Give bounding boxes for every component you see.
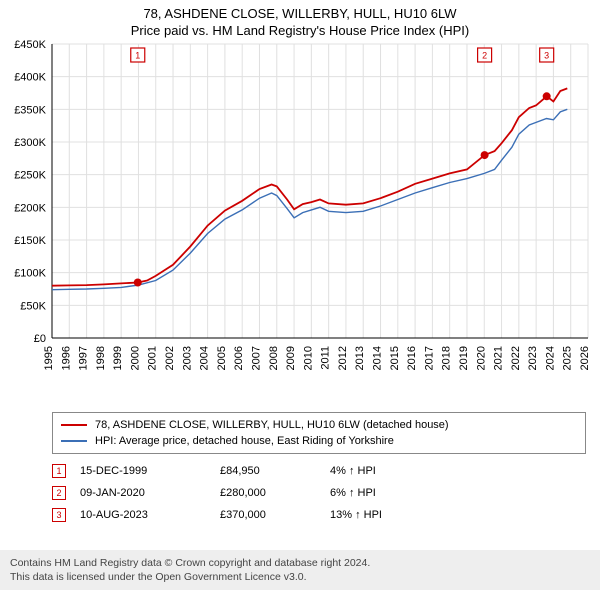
series-hpi [52,109,567,289]
svg-text:2001: 2001 [147,346,159,370]
sale-marker-number: 3 [56,510,61,520]
svg-text:2009: 2009 [285,346,297,370]
svg-text:1999: 1999 [112,346,124,370]
legend-label: 78, ASHDENE CLOSE, WILLERBY, HULL, HU10 … [95,419,449,431]
legend-item-property: 78, ASHDENE CLOSE, WILLERBY, HULL, HU10 … [61,417,577,433]
svg-text:2020: 2020 [475,346,487,370]
sale-row: 1 15-DEC-1999 £84,950 4% ↑ HPI [52,460,586,482]
svg-text:2023: 2023 [527,346,539,370]
sale-dot [134,278,142,286]
sale-date: 10-AUG-2023 [80,509,220,521]
svg-text:2021: 2021 [493,346,505,370]
sale-marker-number: 2 [56,488,61,498]
svg-text:2018: 2018 [441,346,453,370]
svg-text:£250K: £250K [14,170,46,182]
svg-text:2007: 2007 [250,346,262,370]
sale-marker-number: 1 [56,466,61,476]
chart-container: £0 £50K £100K £150K £200K £250K £300K £350K £400… [0,38,600,408]
chart-titles: 78, ASHDENE CLOSE, WILLERBY, HULL, HU10 … [0,0,600,38]
svg-text:1995: 1995 [43,346,55,370]
svg-text:2019: 2019 [458,346,470,370]
sale-table: 1 15-DEC-1999 £84,950 4% ↑ HPI 2 09-JAN-… [52,460,586,526]
sale-delta: 4% ↑ HPI [330,465,450,477]
svg-text:2000: 2000 [129,346,141,370]
svg-text:2004: 2004 [199,346,211,370]
svg-text:2014: 2014 [372,346,384,370]
sale-marker-number: 1 [135,50,140,60]
attribution-box: Contains HM Land Registry data © Crown c… [0,550,600,590]
svg-text:2016: 2016 [406,346,418,370]
sale-marker-icon: 2 [52,486,66,500]
svg-text:£350K: £350K [14,104,46,116]
svg-text:2010: 2010 [302,346,314,370]
sale-row: 3 10-AUG-2023 £370,000 13% ↑ HPI [52,504,586,526]
svg-text:£50K: £50K [20,300,46,312]
svg-text:2008: 2008 [268,346,280,370]
svg-text:2022: 2022 [510,346,522,370]
title-subtitle: Price paid vs. HM Land Registry's House … [0,23,600,38]
attribution-line: Contains HM Land Registry data © Crown c… [10,556,590,570]
svg-text:1997: 1997 [78,346,90,370]
svg-text:£400K: £400K [14,72,46,84]
svg-text:2025: 2025 [562,346,574,370]
sale-price: £370,000 [220,509,330,521]
svg-text:2013: 2013 [354,346,366,370]
legend-label: HPI: Average price, detached house, East… [95,435,394,447]
series-property [52,88,567,285]
svg-text:2026: 2026 [579,346,591,370]
sale-delta: 13% ↑ HPI [330,509,450,521]
svg-text:£450K: £450K [14,39,46,51]
svg-text:£100K: £100K [14,268,46,280]
sale-dot [481,151,489,159]
svg-text:2012: 2012 [337,346,349,370]
svg-text:2017: 2017 [423,346,435,370]
sale-dot [543,92,551,100]
svg-text:2006: 2006 [233,346,245,370]
price-chart: £0 £50K £100K £150K £200K £250K £300K £350K £400… [0,38,600,408]
sale-marker-number: 3 [544,50,549,60]
svg-text:£200K: £200K [14,202,46,214]
sale-marker-icon: 3 [52,508,66,522]
sale-date: 09-JAN-2020 [80,487,220,499]
svg-text:2011: 2011 [320,346,332,370]
svg-text:£0: £0 [34,333,46,345]
svg-text:2005: 2005 [216,346,228,370]
title-address: 78, ASHDENE CLOSE, WILLERBY, HULL, HU10 … [0,6,600,21]
sale-date: 15-DEC-1999 [80,465,220,477]
legend-swatch [61,440,87,442]
svg-text:2003: 2003 [181,346,193,370]
sale-price: £280,000 [220,487,330,499]
svg-text:2024: 2024 [544,346,556,370]
svg-text:2015: 2015 [389,346,401,370]
attribution-line: This data is licensed under the Open Gov… [10,570,590,584]
svg-text:£300K: £300K [14,137,46,149]
svg-text:2002: 2002 [164,346,176,370]
legend-box: 78, ASHDENE CLOSE, WILLERBY, HULL, HU10 … [52,412,586,454]
legend-item-hpi: HPI: Average price, detached house, East… [61,433,577,449]
sale-row: 2 09-JAN-2020 £280,000 6% ↑ HPI [52,482,586,504]
sale-delta: 6% ↑ HPI [330,487,450,499]
svg-text:£150K: £150K [14,235,46,247]
sale-marker-icon: 1 [52,464,66,478]
sale-marker-number: 2 [482,50,487,60]
sale-price: £84,950 [220,465,330,477]
svg-text:1996: 1996 [60,346,72,370]
legend-swatch [61,424,87,426]
svg-text:1998: 1998 [95,346,107,370]
